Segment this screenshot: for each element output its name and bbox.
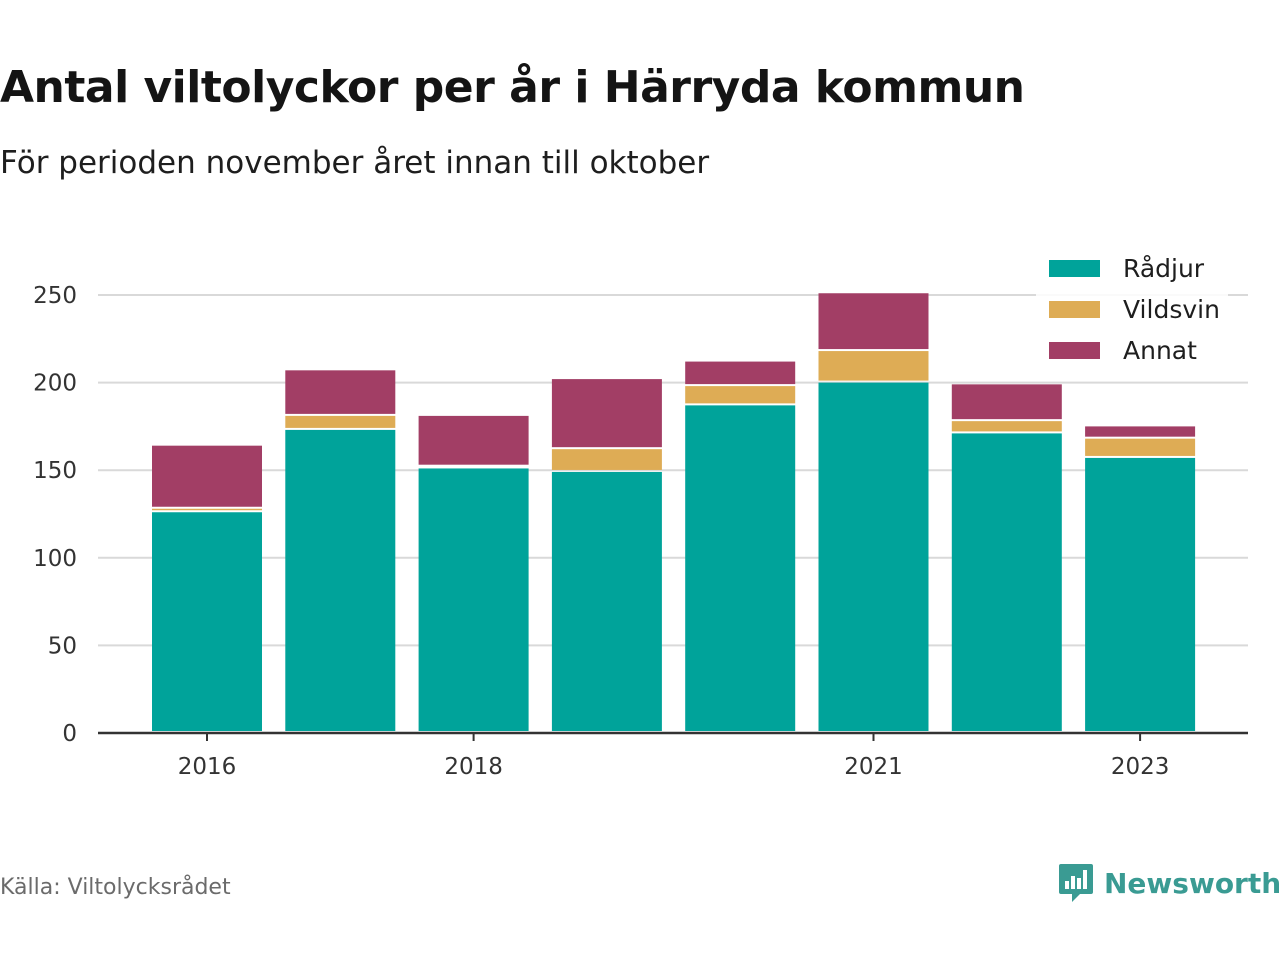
bar-segment-vildsvin-2020 — [685, 386, 796, 404]
bar-segment-annat-2019 — [551, 379, 662, 448]
legend-label-rådjur: Rådjur — [1123, 254, 1205, 283]
bar-segment-vildsvin-2023 — [1085, 438, 1196, 456]
x-tick-label: 2021 — [844, 754, 903, 780]
bar-segment-annat-2022 — [951, 384, 1062, 420]
bar-segment-annat-2021 — [818, 293, 929, 350]
chart-title: Antal viltolyckor per år i Härryda kommu… — [0, 62, 1025, 113]
x-tick-label: 2018 — [444, 754, 503, 780]
bar-segment-annat-2023 — [1085, 426, 1196, 437]
bar-segment-vildsvin-2017 — [285, 415, 396, 428]
y-tick-label: 0 — [62, 721, 77, 747]
legend-label-annat: Annat — [1123, 336, 1197, 365]
bar-segment-annat-2020 — [685, 361, 796, 385]
bar-segment-vildsvin-2016 — [152, 508, 262, 511]
bar-segment-rådjur-2018 — [418, 468, 529, 731]
bar-segment-vildsvin-2021 — [818, 351, 929, 381]
y-tick-label: 50 — [48, 633, 77, 659]
brand-logo: Newsworthy — [1058, 862, 1280, 904]
legend-swatch-annat — [1049, 342, 1100, 359]
bars — [152, 293, 1196, 731]
bar-segment-annat-2018 — [418, 415, 529, 465]
legend-swatch-rådjur — [1049, 260, 1100, 277]
bar-segment-vildsvin-2022 — [951, 421, 1062, 432]
chart-subtitle: För perioden november året innan till ok… — [0, 145, 710, 181]
legend-swatch-vildsvin — [1049, 301, 1100, 318]
bar-segment-rådjur-2019 — [551, 471, 662, 731]
bar-chart-speech-bubble-icon — [1059, 864, 1093, 902]
source-note: Källa: Viltolycksrådet — [0, 875, 231, 900]
bar-segment-rådjur-2022 — [951, 433, 1062, 731]
bar-segment-rådjur-2023 — [1085, 457, 1196, 731]
legend: Rådjur Vildsvin Annat — [1036, 250, 1228, 376]
x-tick-label: 2023 — [1111, 754, 1170, 780]
y-tick-label: 250 — [33, 283, 77, 309]
bar-segment-annat-2016 — [152, 445, 262, 507]
bar-segment-vildsvin-2019 — [551, 449, 662, 470]
legend-label-vildsvin: Vildsvin — [1123, 295, 1220, 324]
brand-name: Newsworthy — [1104, 866, 1280, 900]
y-tick-label: 100 — [33, 546, 77, 572]
bar-segment-rådjur-2021 — [818, 382, 929, 731]
bar-segment-rådjur-2016 — [152, 512, 262, 731]
y-tick-label: 150 — [33, 458, 77, 484]
x-tick-label: 2016 — [178, 754, 237, 780]
axes: 0 50 100 150 200 250 2016 2018 2021 2023 — [33, 283, 1248, 780]
bar-segment-annat-2017 — [285, 370, 396, 414]
bar-segment-rådjur-2017 — [285, 429, 396, 731]
y-tick-label: 200 — [33, 371, 77, 397]
bar-segment-rådjur-2020 — [685, 405, 796, 731]
